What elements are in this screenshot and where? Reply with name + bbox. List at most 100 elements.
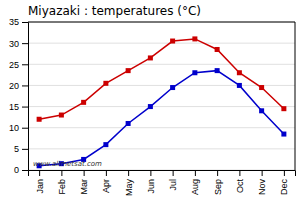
grid-line [28, 43, 295, 44]
x-tick: Jun [146, 170, 156, 194]
x-tick-label: Dec [279, 179, 289, 196]
x-tick-mark [262, 170, 263, 176]
y-tick: 5 [14, 144, 28, 154]
series-marker [170, 39, 175, 44]
x-tick-mark [39, 170, 40, 176]
series-marker [192, 70, 197, 75]
x-tick-label: Jan [35, 179, 45, 194]
y-tick: 30 [9, 39, 28, 49]
y-tick-mark [22, 64, 28, 65]
y-tick-mark [22, 43, 28, 44]
x-tick: May [124, 170, 134, 196]
series-marker [59, 113, 64, 118]
x-tick: Feb [57, 170, 67, 195]
series-marker [170, 85, 175, 90]
x-tick-label: Feb [57, 179, 67, 195]
series-marker [259, 85, 264, 90]
x-tick-label: Apr [101, 179, 111, 193]
grid-line [28, 64, 295, 65]
y-tick-mark [22, 170, 28, 171]
x-tick-label: Aug [190, 179, 200, 195]
x-tick-mark [239, 170, 240, 176]
plot: 0 5 10 15 20 25 30 35 Jan Feb Mar Apr May Jun Jul Aug Se… [9, 17, 296, 196]
series-marker [281, 132, 286, 137]
y-tick: 15 [9, 102, 28, 112]
chart: 0 5 10 15 20 25 30 35 Jan Feb Mar Apr May Jun Jul Aug Se… [0, 0, 305, 200]
series-marker [192, 36, 197, 41]
y-axis-line [22, 23, 29, 171]
y-tick-mark [22, 149, 28, 150]
x-tick-mark [106, 170, 107, 176]
series-marker [103, 142, 108, 147]
y-tick-label: 10 [9, 123, 19, 133]
x-tick-mark [195, 170, 196, 176]
x-axis-line [29, 171, 296, 177]
y-tick-mark [22, 85, 28, 86]
y-tick: 25 [9, 60, 28, 70]
marks [37, 36, 287, 168]
y-axis: 0 5 10 15 20 25 30 35 [9, 17, 29, 175]
series-marker [37, 117, 42, 122]
x-tick: Aug [190, 170, 200, 195]
x-tick-mark [84, 170, 85, 176]
series-marker [126, 121, 131, 126]
x-tick: Dec [279, 170, 289, 195]
x-tick-mark [173, 170, 174, 176]
x-tick-label: Jun [146, 179, 156, 194]
y-tick-label: 0 [14, 165, 19, 175]
x-tick-label: Jul [168, 179, 178, 191]
grid-line [28, 148, 295, 149]
annotation: www.allmetsat.com [33, 160, 102, 168]
x-tick-mark [284, 170, 285, 176]
y-tick: 20 [9, 81, 28, 91]
series-marker [103, 81, 108, 86]
y-tick: 35 [9, 17, 28, 27]
x-tick-mark [217, 170, 218, 176]
series-marker [259, 108, 264, 113]
grid-line [28, 85, 295, 86]
series-marker [148, 104, 153, 109]
frame-top [28, 22, 295, 23]
y-tick-label: 25 [9, 60, 19, 70]
x-tick: Apr [101, 170, 111, 193]
title: Miyazaki : temperatures (°C) [28, 4, 201, 18]
y-tick-label: 30 [9, 39, 19, 49]
y-tick-mark [22, 128, 28, 129]
x-tick: Oct [235, 170, 245, 193]
x-tick: Jul [168, 170, 178, 191]
y-tick-mark [22, 22, 28, 23]
series-marker [215, 47, 220, 52]
series-marker [237, 83, 242, 88]
x-tick: Mar [79, 170, 89, 195]
series-marker [215, 68, 220, 73]
y-tick-label: 35 [9, 17, 19, 27]
series-marker [281, 106, 286, 111]
series-marker [148, 55, 153, 60]
x-axis: Jan Feb Mar Apr May Jun Jul Aug Sep Oct Nov Dec [29, 170, 296, 196]
x-tick-mark [61, 170, 62, 176]
series-marker [237, 70, 242, 75]
y-tick-label: 5 [14, 144, 19, 154]
x-tick: Jan [35, 170, 45, 194]
grid [28, 22, 295, 170]
x-tick-mark [128, 170, 129, 176]
x-tick-mark [150, 170, 151, 176]
series-marker [81, 100, 86, 105]
x-tick-label: May [124, 179, 134, 197]
x-tick: Nov [257, 170, 267, 195]
y-tick: 10 [9, 123, 28, 133]
series-line [39, 39, 284, 119]
x-tick: Sep [213, 170, 223, 195]
grid-line [28, 106, 295, 107]
x-tick-label: Mar [79, 179, 89, 195]
x-tick-label: Oct [235, 179, 245, 194]
y-tick-mark [22, 107, 28, 108]
series-marker [126, 68, 131, 73]
grid-line [28, 127, 295, 128]
x-tick-label: Nov [257, 179, 267, 196]
y-tick-label: 20 [9, 81, 19, 91]
series-line [39, 71, 284, 166]
y-tick: 0 [14, 165, 28, 175]
y-tick-label: 15 [9, 102, 19, 112]
grid-line [28, 22, 295, 23]
